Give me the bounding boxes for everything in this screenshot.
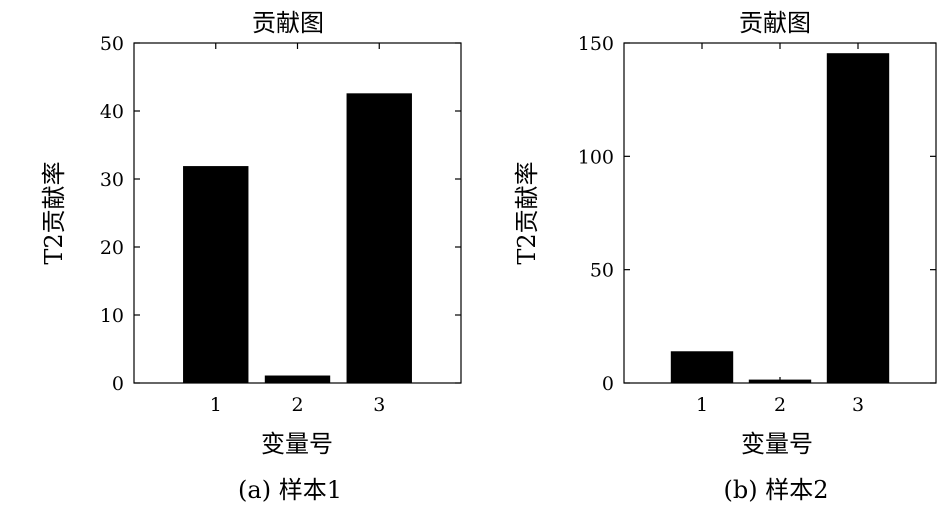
- bar: [826, 53, 890, 383]
- bar: [346, 93, 412, 383]
- y-tick-label: 40: [100, 101, 124, 123]
- x-tick-label: 3: [852, 394, 864, 416]
- y-tick-label: 50: [590, 260, 614, 282]
- chart-title: 贡献图: [739, 9, 811, 37]
- x-tick-label: 1: [696, 394, 708, 416]
- y-tick-label: 50: [100, 33, 124, 55]
- chart-title: 贡献图: [252, 9, 324, 37]
- bar: [748, 379, 812, 383]
- y-axis-ticks: 0 10 20 30 40 50 1 2 3: [100, 33, 461, 416]
- y-tick-label: 0: [602, 373, 614, 395]
- x-tick-label: 3: [373, 394, 385, 416]
- x-tick-label: 2: [291, 394, 303, 416]
- bar: [264, 375, 331, 383]
- x-tick-label: 1: [210, 394, 222, 416]
- chart-panel-b: 贡献图 0 50 100 150 1 2 3 T2贡献率 变量号 (b) 样本2: [513, 9, 937, 504]
- y-tick-label: 150: [578, 33, 614, 55]
- y-tick-label: 30: [100, 169, 124, 191]
- panel-caption: (b) 样本2: [724, 476, 829, 504]
- x-tick-label: 2: [774, 394, 786, 416]
- panel-caption: (a) 样本1: [238, 476, 342, 504]
- y-tick-label: 20: [100, 237, 124, 259]
- y-tick-label: 0: [112, 373, 124, 395]
- bar-series: [183, 93, 412, 383]
- bar: [670, 351, 734, 383]
- chart-panel-a: 贡献图 0 10 20 30 40 50 1 2 3 T2贡献率 变量号 (a) 样本1: [40, 9, 462, 504]
- bar: [183, 166, 249, 383]
- y-tick-label: 10: [100, 305, 124, 327]
- y-axis-label: T2贡献率: [513, 161, 541, 264]
- y-tick-label: 100: [578, 146, 614, 168]
- x-axis-label: 变量号: [741, 430, 813, 458]
- y-axis-label: T2贡献率: [40, 161, 68, 264]
- bar-series: [670, 53, 890, 383]
- x-axis-label: 变量号: [261, 430, 333, 458]
- y-axis-ticks: 0 50 100 150 1 2 3: [578, 33, 936, 416]
